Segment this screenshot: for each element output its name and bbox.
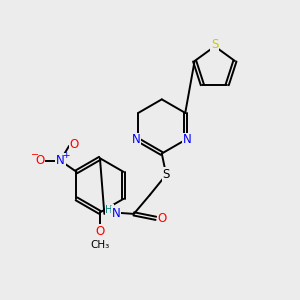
Text: O: O xyxy=(70,138,79,151)
Text: +: + xyxy=(62,151,69,160)
Text: S: S xyxy=(211,38,218,51)
Text: O: O xyxy=(158,212,167,225)
Text: O: O xyxy=(95,225,105,238)
Text: H: H xyxy=(105,205,113,215)
Text: N: N xyxy=(183,134,192,146)
Text: −: − xyxy=(31,150,39,160)
Text: N: N xyxy=(112,207,121,220)
Text: N: N xyxy=(56,154,65,167)
Text: N: N xyxy=(132,134,140,146)
Text: CH₃: CH₃ xyxy=(90,240,110,250)
Text: O: O xyxy=(35,154,44,167)
Text: S: S xyxy=(163,168,170,181)
